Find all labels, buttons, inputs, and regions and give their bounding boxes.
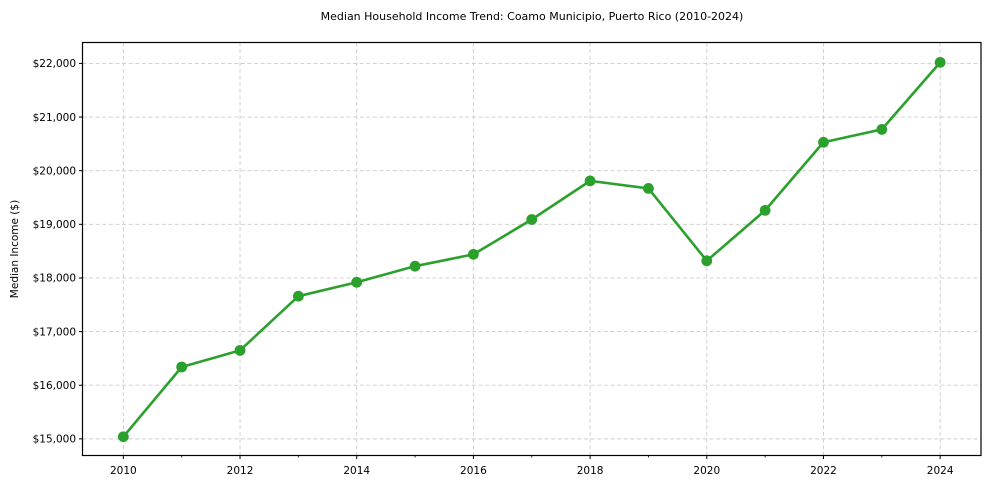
- data-point: [584, 175, 596, 187]
- y-tick-label: $17,000: [33, 326, 76, 338]
- y-tick-label: $19,000: [33, 219, 76, 231]
- x-tick-label: 2024: [927, 465, 954, 477]
- data-point: [351, 276, 363, 288]
- trend-line: [122, 61, 942, 439]
- data-point: [526, 214, 538, 225]
- data-point: [117, 431, 129, 443]
- x-tick-label: 2010: [110, 465, 137, 477]
- data-point: [176, 361, 188, 373]
- chart-title: Median Household Income Trend: Coamo Mun…: [320, 10, 744, 23]
- data-point: [643, 182, 654, 194]
- x-tick-label: 2022: [810, 465, 837, 477]
- data-point: [409, 260, 421, 272]
- plot-border: [81, 41, 982, 457]
- y-tick-label: $20,000: [33, 165, 76, 177]
- x-tick-label: 2020: [693, 465, 720, 477]
- data-point: [876, 123, 888, 135]
- data-point: [701, 255, 713, 267]
- x-tick-label: 2012: [227, 465, 254, 477]
- y-tick-label: $18,000: [33, 273, 76, 285]
- data-point: [818, 136, 829, 148]
- data-point: [234, 344, 246, 356]
- data-point: [934, 56, 946, 68]
- data-point: [468, 248, 479, 260]
- y-tick-label: $22,000: [33, 58, 76, 70]
- y-tick-label: $21,000: [33, 112, 76, 124]
- data-point: [292, 290, 304, 302]
- x-tick-label: 2016: [460, 465, 487, 477]
- y-tick-label: $15,000: [33, 434, 76, 446]
- x-tick-label: 2014: [343, 465, 370, 477]
- x-tick-label: 2018: [577, 465, 604, 477]
- y-tick-label: $16,000: [33, 380, 76, 392]
- data-point: [759, 204, 771, 216]
